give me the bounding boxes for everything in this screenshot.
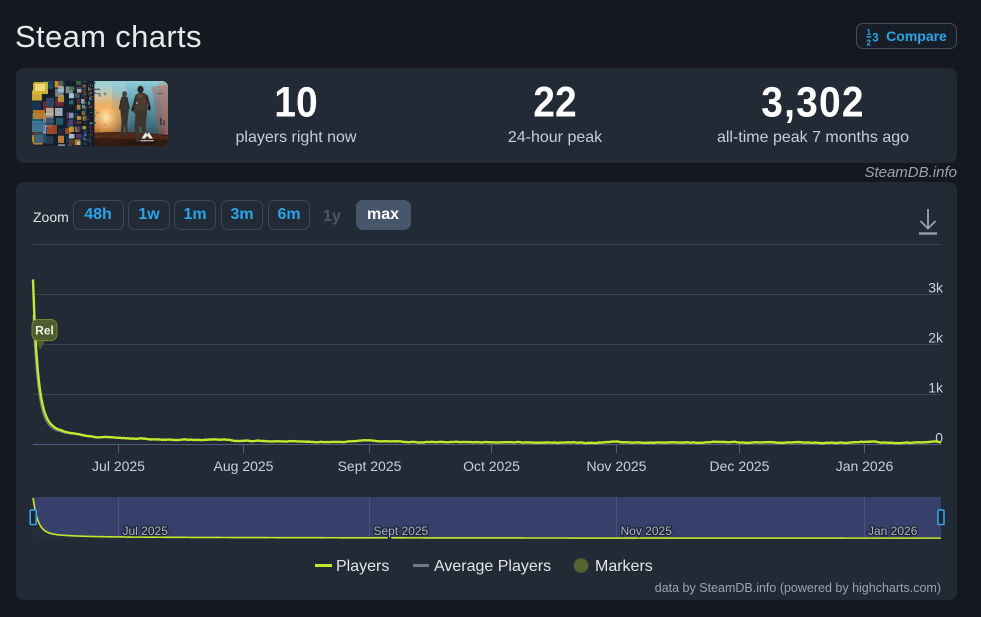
svg-text:3: 3	[872, 33, 878, 45]
svg-text:2: 2	[867, 39, 872, 47]
svg-text:1: 1	[867, 28, 872, 37]
